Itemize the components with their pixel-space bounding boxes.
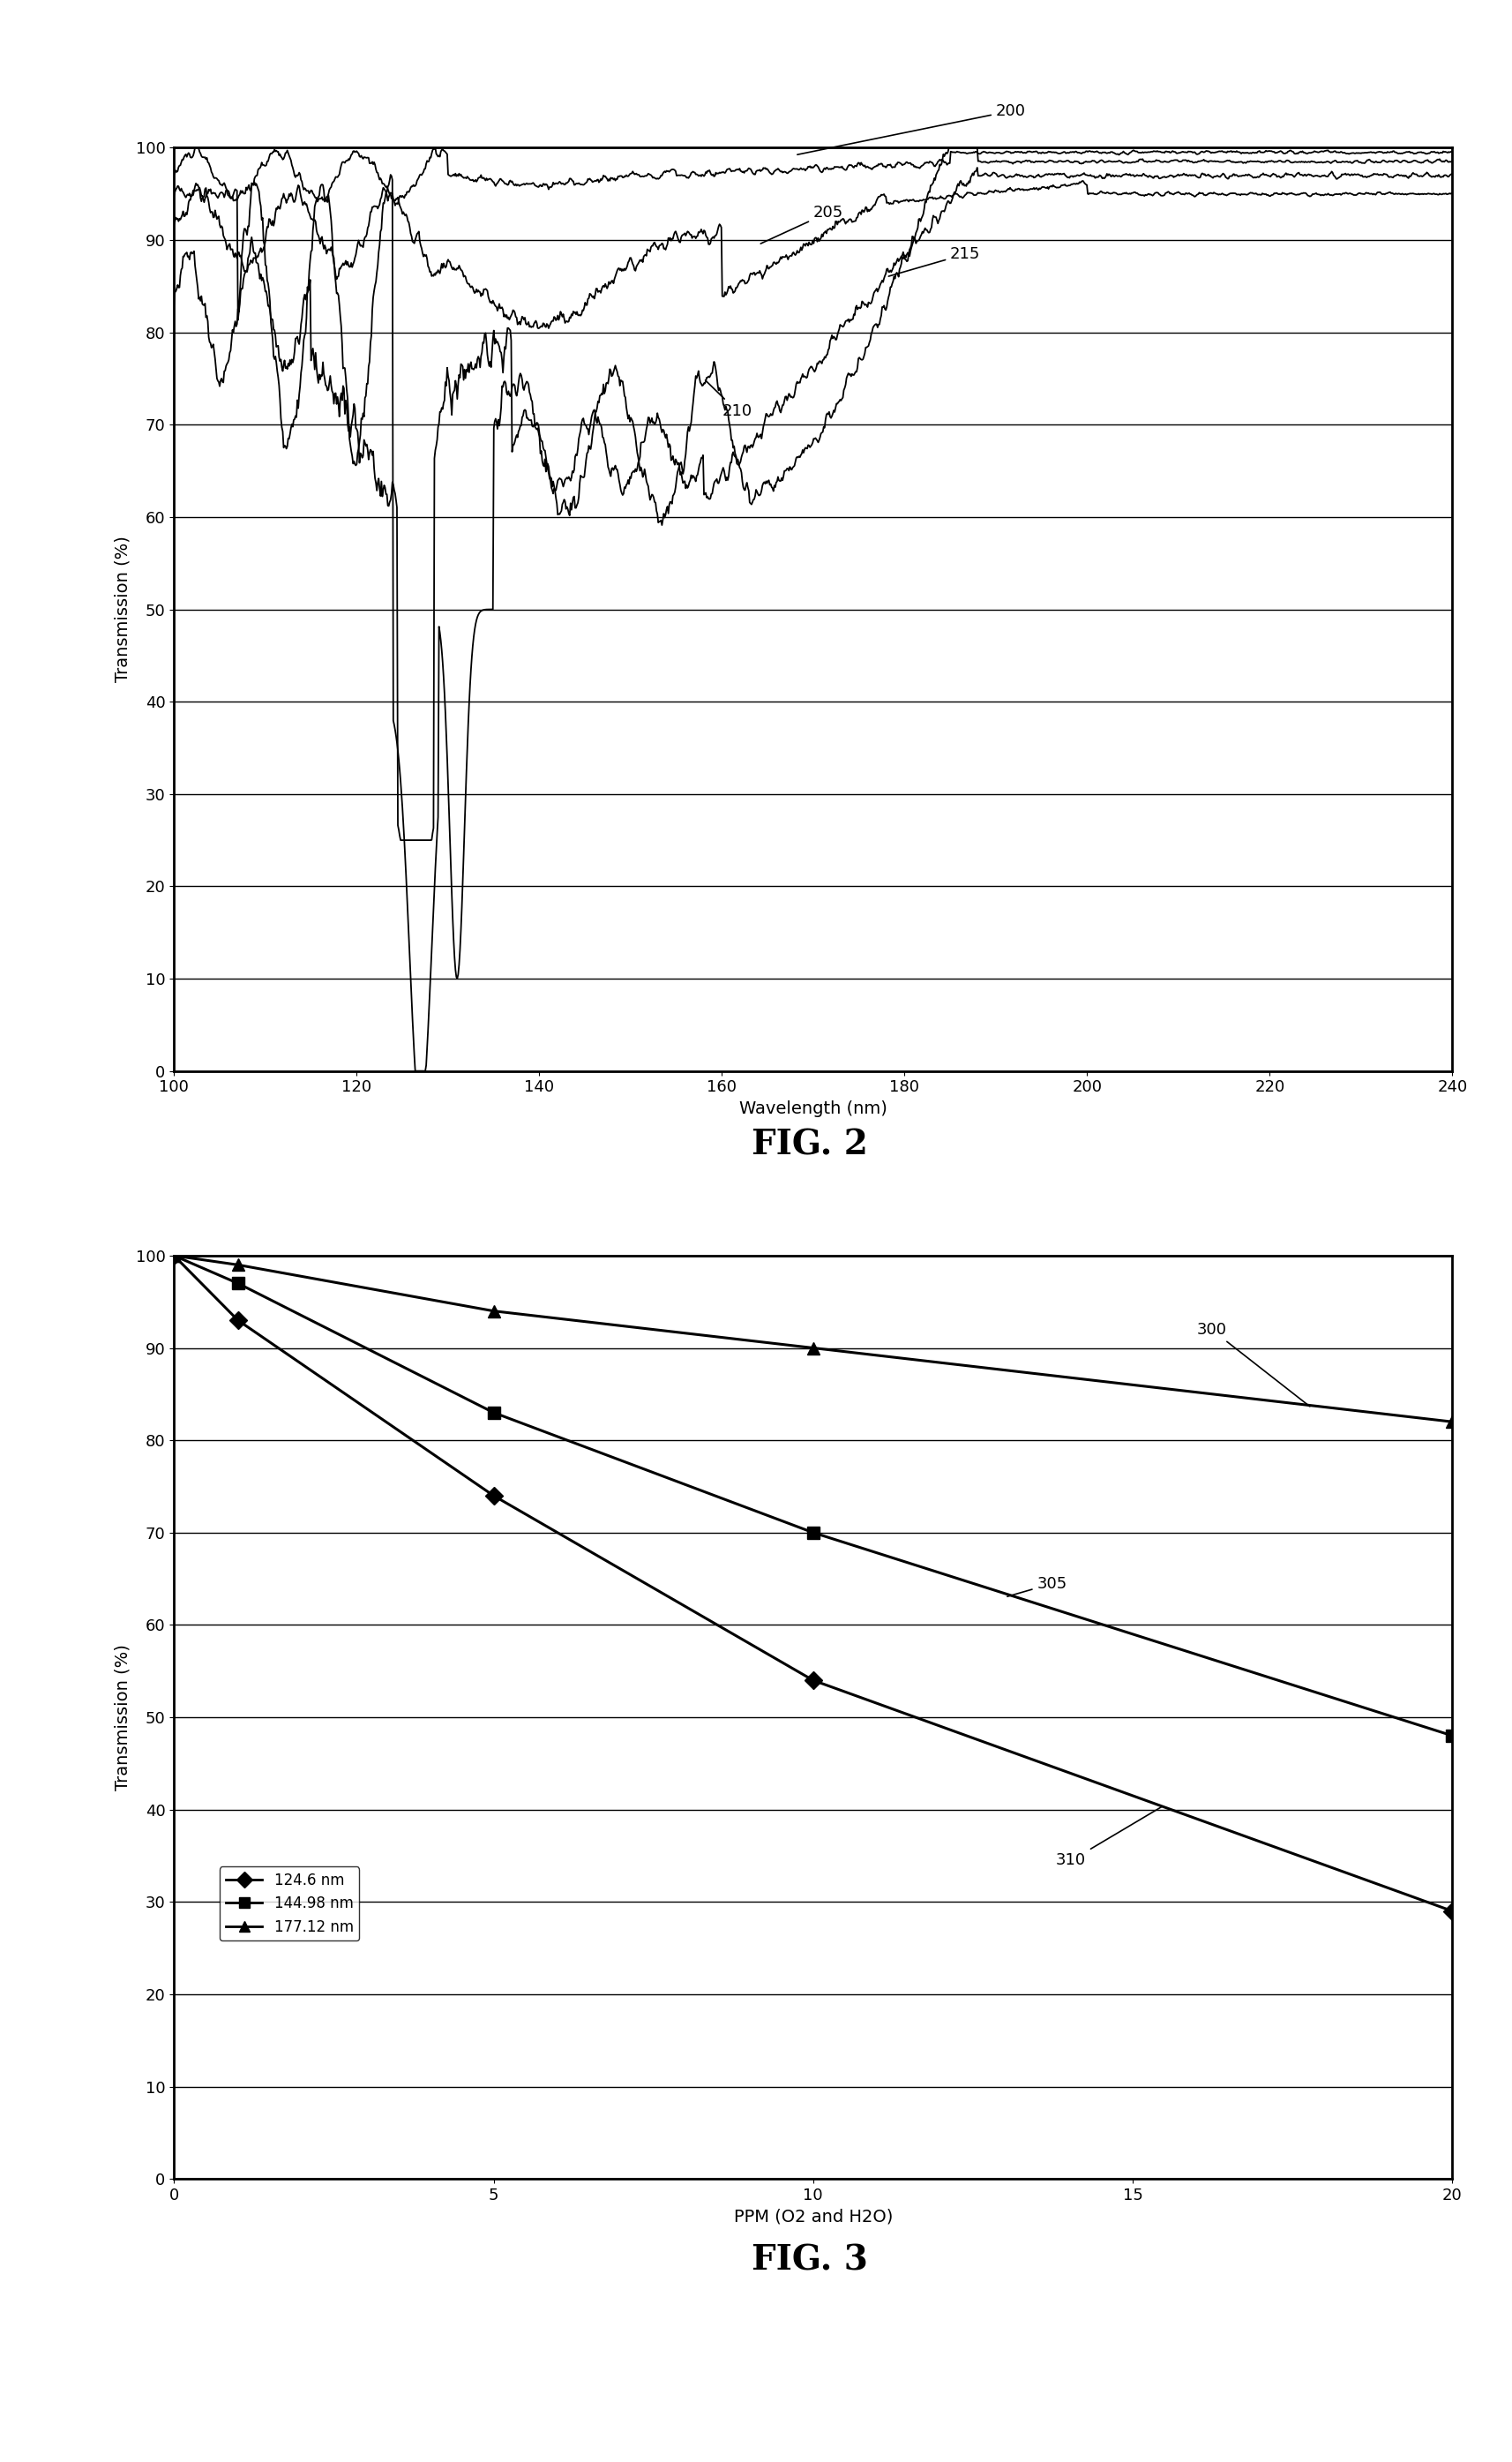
Legend: 124.6 nm, 144.98 nm, 177.12 nm: 124.6 nm, 144.98 nm, 177.12 nm — [219, 1866, 360, 1940]
Text: FIG. 2: FIG. 2 — [751, 1128, 866, 1162]
X-axis label: Wavelength (nm): Wavelength (nm) — [739, 1101, 886, 1118]
Text: 200: 200 — [797, 103, 1025, 155]
Text: 205: 205 — [761, 204, 842, 244]
Text: 210: 210 — [705, 379, 751, 419]
X-axis label: PPM (O2 and H2O): PPM (O2 and H2O) — [733, 2208, 892, 2226]
Text: 300: 300 — [1196, 1322, 1309, 1406]
Text: 310: 310 — [1055, 1807, 1161, 1869]
Y-axis label: Transmission (%): Transmission (%) — [113, 537, 130, 682]
Text: 305: 305 — [1007, 1576, 1066, 1595]
Text: 215: 215 — [888, 246, 980, 276]
Text: FIG. 3: FIG. 3 — [751, 2243, 866, 2277]
Y-axis label: Transmission (%): Transmission (%) — [113, 1645, 130, 1790]
